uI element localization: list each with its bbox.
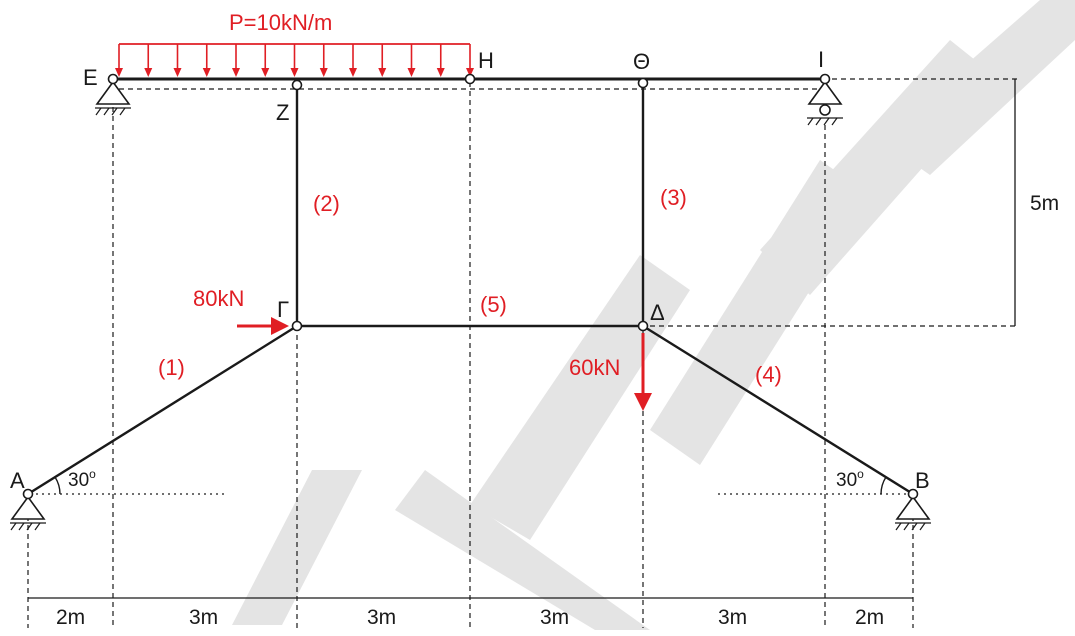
support-I bbox=[807, 80, 843, 126]
node-label-I: Ι bbox=[818, 47, 824, 72]
load-arrow-head bbox=[261, 68, 270, 77]
load-arrow-head bbox=[466, 68, 474, 77]
member-label-1: (1) bbox=[158, 355, 185, 380]
load-arrow-head bbox=[232, 68, 240, 77]
dim-label-1: 2m bbox=[56, 606, 85, 629]
load-arrow-head bbox=[202, 68, 211, 77]
hinge-B bbox=[907, 488, 919, 500]
dim-label-4: 3m bbox=[540, 606, 569, 629]
hinge-A bbox=[22, 488, 34, 500]
load-arrow-head bbox=[436, 68, 445, 77]
load-arrow-head bbox=[349, 68, 357, 77]
load-arrow-head bbox=[407, 68, 416, 77]
load-arrow-head bbox=[319, 68, 328, 77]
load-arrow-head bbox=[173, 68, 182, 77]
member-label-4: (4) bbox=[755, 362, 782, 387]
load-arrow-head bbox=[378, 68, 387, 77]
dim-label-6: 2m bbox=[855, 606, 884, 629]
hinge-I bbox=[819, 73, 831, 85]
load-arrow-head bbox=[115, 68, 123, 77]
hinges bbox=[22, 73, 919, 500]
hinge-delta bbox=[637, 320, 649, 332]
load-arrow-head bbox=[290, 68, 299, 77]
angle-arc-left bbox=[54, 476, 61, 495]
load-arrows bbox=[115, 44, 474, 77]
force-80kN-arrow bbox=[237, 317, 289, 335]
hinge-gamma bbox=[291, 320, 303, 332]
angle-arc-right bbox=[880, 476, 887, 495]
member-label-2: (2) bbox=[313, 191, 340, 216]
node-label-gamma: Γ bbox=[277, 297, 289, 322]
member-1 bbox=[27, 324, 298, 496]
load-label: P=10kN/m bbox=[229, 10, 332, 35]
hinge-theta bbox=[637, 77, 649, 89]
force-label-80kN: 80kN bbox=[193, 286, 244, 311]
support-E bbox=[95, 80, 131, 116]
hinge-E bbox=[107, 73, 119, 85]
member-label-5: (5) bbox=[480, 292, 507, 317]
height-dimension-label: 5m bbox=[1030, 192, 1059, 215]
hinge-Z bbox=[291, 79, 303, 91]
support-B bbox=[895, 495, 931, 531]
node-label-A: Α bbox=[10, 468, 25, 493]
load-arrow-head bbox=[144, 68, 153, 77]
member-4 bbox=[642, 324, 914, 496]
dim-label-2: 3m bbox=[189, 606, 218, 629]
angle-arcs bbox=[54, 476, 887, 495]
dim-label-3: 3m bbox=[367, 606, 396, 629]
node-label-delta: Δ bbox=[650, 300, 665, 325]
support-A bbox=[10, 495, 46, 531]
force-label-60kN: 60kN bbox=[569, 355, 620, 380]
angle-label-left: 30o bbox=[68, 467, 96, 491]
node-label-H: Η bbox=[478, 48, 494, 73]
dim-label-5: 3m bbox=[718, 606, 747, 629]
node-label-E: Ε bbox=[83, 65, 98, 90]
member-label-3: (3) bbox=[660, 185, 687, 210]
angle-label-right: 30o bbox=[836, 467, 864, 491]
distributed-load bbox=[115, 43, 474, 77]
hinge-H bbox=[464, 73, 476, 85]
node-label-Z: Ζ bbox=[276, 100, 289, 125]
node-label-theta: Θ bbox=[633, 49, 650, 74]
node-label-B: Β bbox=[915, 468, 930, 493]
force-60kN-arrow bbox=[634, 333, 652, 411]
